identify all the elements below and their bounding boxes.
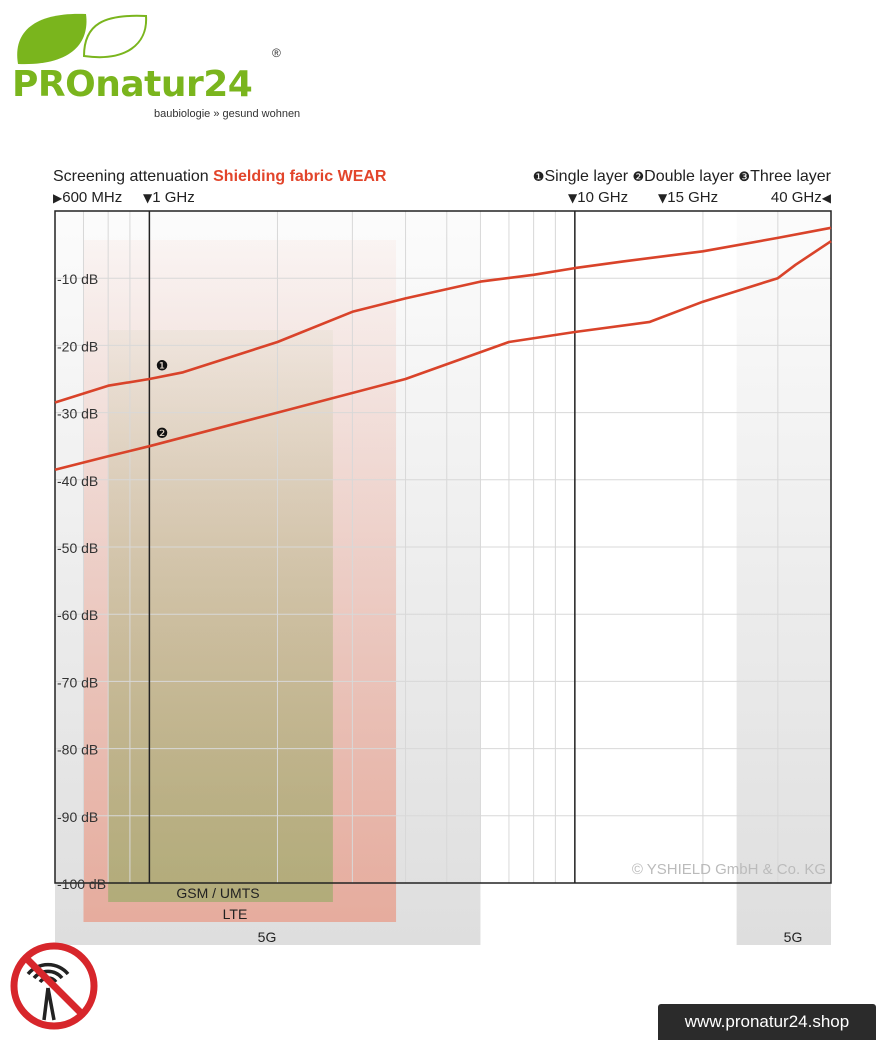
y-tick-label: -20 dB [57, 338, 98, 354]
legend: ❶Single layer ❷Double layer ❸Three layer [533, 168, 832, 185]
y-tick-label: -30 dB [57, 406, 98, 422]
chart-title-highlight: Shielding fabric WEAR [213, 168, 387, 185]
y-tick-label: -90 dB [57, 809, 98, 825]
y-tick-label: -70 dB [57, 674, 98, 690]
frequency-marker-label: 40 GHz [771, 189, 822, 206]
legend-number: ❸ [738, 170, 750, 185]
legend-number: ❶ [533, 170, 545, 185]
frequency-marker: ▶600 MHz [53, 189, 122, 206]
series-line [54, 240, 832, 471]
band-label: 5G [258, 929, 277, 945]
y-tick-label: -40 dB [57, 473, 98, 489]
legend-label: Double layer [644, 168, 738, 185]
shop-url[interactable]: www.pronatur24.shop [658, 1004, 876, 1040]
chart-title-main: Screening attenuation [53, 168, 213, 185]
legend-number: ❷ [632, 170, 644, 185]
series-number-label: ❶ [156, 359, 169, 375]
band-label: 5G [784, 929, 803, 945]
frequency-marker: 40 GHz◀ [771, 189, 832, 206]
frequency-marker-arrow: ▶ [53, 191, 63, 205]
no-antenna-icon [10, 942, 98, 1030]
frequency-band [736, 211, 831, 945]
frequency-marker-label: 10 GHz [577, 189, 628, 206]
leaf-icon [17, 13, 148, 65]
series-number-label: ❷ [156, 426, 169, 442]
band-label: LTE [223, 906, 248, 922]
frequency-marker-arrow: ▼ [143, 191, 153, 205]
band-label: GSM / UMTS [176, 885, 259, 901]
brand-name: PROnatur24 [12, 64, 253, 105]
frequency-marker-label: 600 MHz [62, 189, 122, 206]
plot-frame [54, 210, 832, 884]
legend-label: Single layer [544, 168, 632, 185]
frequency-marker-label: 15 GHz [667, 189, 718, 206]
y-tick-label: -80 dB [57, 742, 98, 758]
brand-tagline: baubiologie » gesund wohnen [154, 108, 301, 120]
copyright: © YSHIELD GmbH & Co. KG [632, 861, 826, 878]
frequency-marker-label: 1 GHz [152, 189, 195, 206]
y-tick-label: -100 dB [57, 876, 106, 892]
y-tick-label: -10 dB [57, 271, 98, 287]
legend-label: Three layer [750, 168, 832, 185]
frequency-marker-arrow: ▼ [658, 191, 668, 205]
frequency-band [108, 330, 333, 902]
series-line [54, 226, 832, 404]
y-tick-label: -60 dB [57, 607, 98, 623]
frequency-marker: ▼10 GHz [568, 189, 628, 206]
frequency-marker-arrow: ◀ [822, 191, 832, 205]
y-tick-label: -50 dB [57, 540, 98, 556]
frequency-marker: ▼1 GHz [143, 189, 195, 206]
frequency-marker: ▼15 GHz [658, 189, 718, 206]
chart-title: Screening attenuation Shielding fabric W… [53, 168, 387, 185]
registered-mark: ® [272, 46, 281, 60]
frequency-marker-arrow: ▼ [568, 191, 578, 205]
